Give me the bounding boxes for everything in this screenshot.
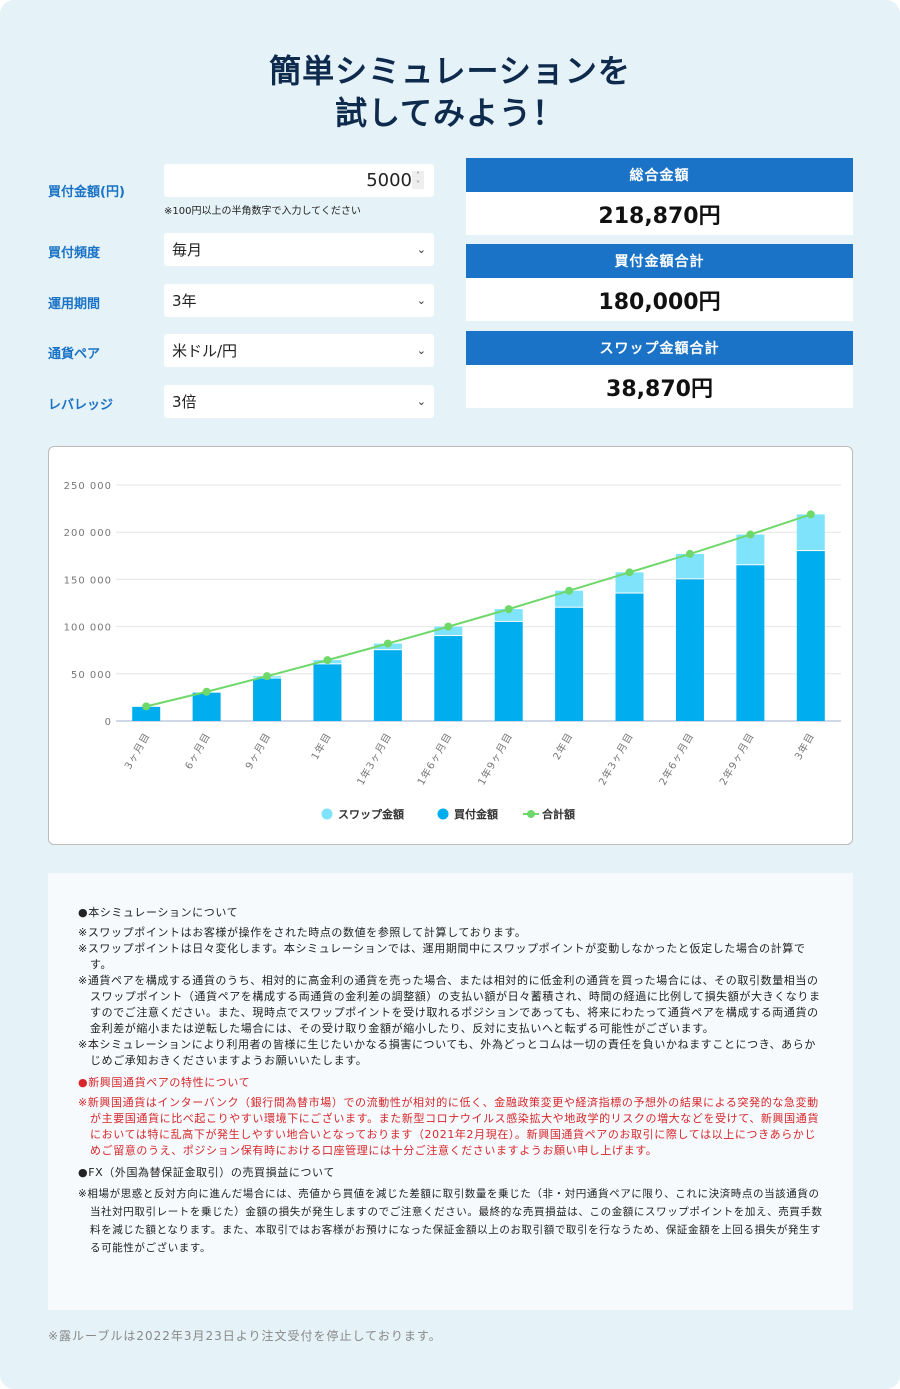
total-amount-header: 総合金額 — [466, 158, 853, 192]
x-tick-label: 9ヶ月目 — [243, 731, 274, 772]
chevron-down-icon: ⌄ — [416, 395, 426, 408]
legend-label: 買付金額 — [454, 807, 498, 821]
notes-heading: ●FX（外国為替保証金取引）の売買損益について — [78, 1166, 335, 1179]
chevron-down-icon: ⌄ — [416, 243, 426, 256]
frequency-label: 買付頻度 — [48, 246, 101, 261]
total-point — [444, 622, 453, 631]
amount-input[interactable]: 5000 ˄ ˅ — [164, 164, 434, 197]
pair-label: 通貨ペア — [48, 347, 101, 362]
bar-bought — [555, 607, 584, 721]
leverage-select[interactable]: 3倍 ⌄ — [164, 385, 434, 418]
leverage-label: レバレッジ — [48, 398, 114, 413]
swap-total-value: 38,870円 — [466, 365, 853, 408]
total-point — [323, 656, 332, 665]
note: ※通貨ペアを構成する通貨のうち、相対的に高金利の通貨を売った場合、または相対的に… — [78, 974, 821, 1035]
x-tick-label: 2年目 — [550, 730, 576, 762]
bar-swap — [736, 534, 765, 565]
bar-bought — [313, 664, 342, 721]
legend-label: スワップ金額 — [338, 807, 404, 821]
bar-swap — [615, 572, 644, 593]
bar-swap — [494, 609, 523, 621]
total-point — [263, 672, 272, 681]
bar-swap — [555, 590, 584, 607]
y-tick-label: 50 000 — [71, 670, 112, 681]
total-amount-value: 218,870円 — [466, 192, 853, 235]
x-tick-label: 3ヶ月目 — [122, 731, 153, 772]
y-tick-label: 150 000 — [64, 575, 112, 586]
chart: 0 50 000 100 000 150 000 200 000 250 000 3ヶ月目 6… — [64, 481, 841, 821]
notes-heading: ●本シミュレーションについて — [78, 906, 239, 919]
legend-label: 合計額 — [542, 807, 575, 821]
bar-swap — [434, 626, 463, 636]
pair-select[interactable]: 米ドル/円 ⌄ — [164, 334, 434, 367]
bar-swap — [675, 553, 704, 579]
x-tick-label: 2年3ヶ月目 — [596, 730, 637, 787]
x-tick-label: 1年6ヶ月目 — [414, 730, 455, 787]
swap-total-header: スワップ金額合計 — [466, 331, 853, 365]
bar-bought — [796, 551, 825, 721]
bar-bought — [494, 621, 523, 721]
note: ※新興国通貨はインターバンク（銀行間為替市場）での流動性が相対的に低く、金融政策… — [78, 1096, 819, 1157]
note: ※スワップポイントはお客様が操作をされた時点の数値を参照して計算しております。 — [78, 926, 527, 939]
y-tick-label: 250 000 — [64, 481, 112, 492]
x-tick-label: 1年3ヶ月目 — [354, 730, 395, 787]
notes-heading: ●新興国通貨ペアの特性について — [78, 1076, 251, 1089]
total-point — [565, 586, 574, 595]
total-line — [145, 513, 812, 708]
total-point — [142, 702, 151, 711]
amount-hint: ※100円以上の半角数字で入力してください — [164, 206, 361, 217]
bought-total-header: 買付金額合計 — [466, 244, 853, 278]
bar-bought — [192, 692, 221, 721]
x-tick-label: 2年9ヶ月目 — [716, 730, 757, 787]
period-select[interactable]: 3年 ⌄ — [164, 284, 434, 317]
bar-bought — [615, 593, 644, 721]
y-tick-label: 200 000 — [64, 528, 112, 539]
x-tick-label: 1年9ヶ月目 — [475, 730, 516, 787]
legend-marker — [437, 808, 449, 820]
total-point — [625, 568, 634, 577]
amount-label: 買付金額(円) — [48, 185, 125, 200]
bar-bought — [253, 678, 282, 721]
legend-marker — [321, 808, 333, 820]
total-point — [504, 605, 513, 614]
bar-bought — [675, 579, 704, 721]
legend-marker — [527, 810, 535, 818]
bar-swap — [796, 514, 825, 551]
x-tick-label: 2年6ヶ月目 — [656, 730, 697, 787]
x-tick-label: 1年目 — [308, 730, 334, 762]
total-point — [746, 530, 755, 539]
page-title: 簡単シミュレーションを 試してみよう！ — [269, 52, 631, 132]
notes-section: ●本シミュレーションについて ※スワップポイントはお客様が操作をされた時点の数値… — [48, 873, 853, 1310]
x-tick-label: 3年目 — [791, 730, 817, 762]
bar-bought — [736, 565, 765, 721]
total-point — [685, 549, 694, 558]
bought-total-value: 180,000円 — [466, 278, 853, 321]
y-tick-label: 0 — [105, 717, 112, 728]
bar-bought — [434, 636, 463, 721]
chevron-down-icon: ⌄ — [416, 344, 426, 357]
note: ※スワップポイントは日々変化します。本シミュレーションでは、運用期間中にスワップ… — [78, 942, 806, 971]
note: ※本シミュレーションにより利用者の皆様に生じたいかなる損害についても、外為どっと… — [78, 1038, 816, 1067]
bar-bought — [373, 650, 402, 721]
period-label: 運用期間 — [48, 297, 101, 312]
x-tick-label: 6ヶ月目 — [183, 731, 214, 772]
total-point — [806, 510, 815, 519]
chart-container: 0 50 000 100 000 150 000 200 000 250 000 3ヶ月目 6… — [48, 446, 853, 845]
spinner-icon[interactable]: ˄ ˅ — [412, 171, 424, 189]
note: ※相場が思惑と反対方向に進んだ場合には、売値から買値を減じた差額に取引数量を乗じ… — [78, 1188, 823, 1254]
total-point — [202, 687, 211, 696]
chevron-down-icon: ⌄ — [416, 294, 426, 307]
footnote: ※露ルーブルは2022年3月23日より注文受付を停止しております。 — [48, 1329, 442, 1343]
bar-bought — [132, 706, 161, 721]
frequency-select[interactable]: 毎月 ⌄ — [164, 233, 434, 266]
total-point — [383, 639, 392, 648]
y-tick-label: 100 000 — [64, 623, 112, 634]
